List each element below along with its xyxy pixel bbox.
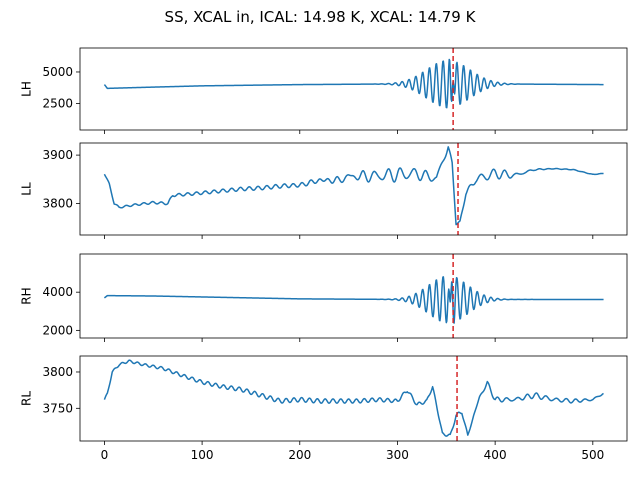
x-tick-label: 100	[191, 448, 214, 462]
y-tick-label: 3900	[42, 148, 73, 162]
axes-frame	[79, 253, 628, 339]
y-axis-label: RL	[20, 391, 34, 406]
x-tick-label: 400	[484, 448, 507, 462]
axes-frame	[79, 142, 628, 236]
x-tick-label: 500	[581, 448, 604, 462]
series-line-RH	[103, 276, 604, 324]
x-tick-label: 200	[288, 448, 311, 462]
axes-frame	[79, 355, 628, 442]
chart-title: SS, XCAL in, ICAL: 14.98 K, XCAL: 14.79 …	[164, 8, 476, 26]
x-tick-label: 0	[101, 448, 109, 462]
y-axis-label: LH	[20, 81, 34, 97]
series-line-LH	[103, 58, 604, 109]
series-line-LL	[103, 146, 604, 226]
y-tick-label: 2500	[42, 97, 73, 111]
y-tick-label: 5000	[42, 65, 73, 79]
y-tick-label: 3800	[42, 365, 73, 379]
x-tick-label: 300	[386, 448, 409, 462]
series-line-RL	[103, 359, 604, 437]
y-tick-label: 2000	[42, 323, 73, 337]
y-tick-label: 4000	[42, 285, 73, 299]
axes-frame	[79, 47, 628, 131]
y-tick-label: 3750	[42, 401, 73, 415]
y-tick-label: 3800	[42, 197, 73, 211]
y-axis-label: LL	[20, 182, 34, 196]
y-axis-label: RH	[20, 287, 34, 304]
